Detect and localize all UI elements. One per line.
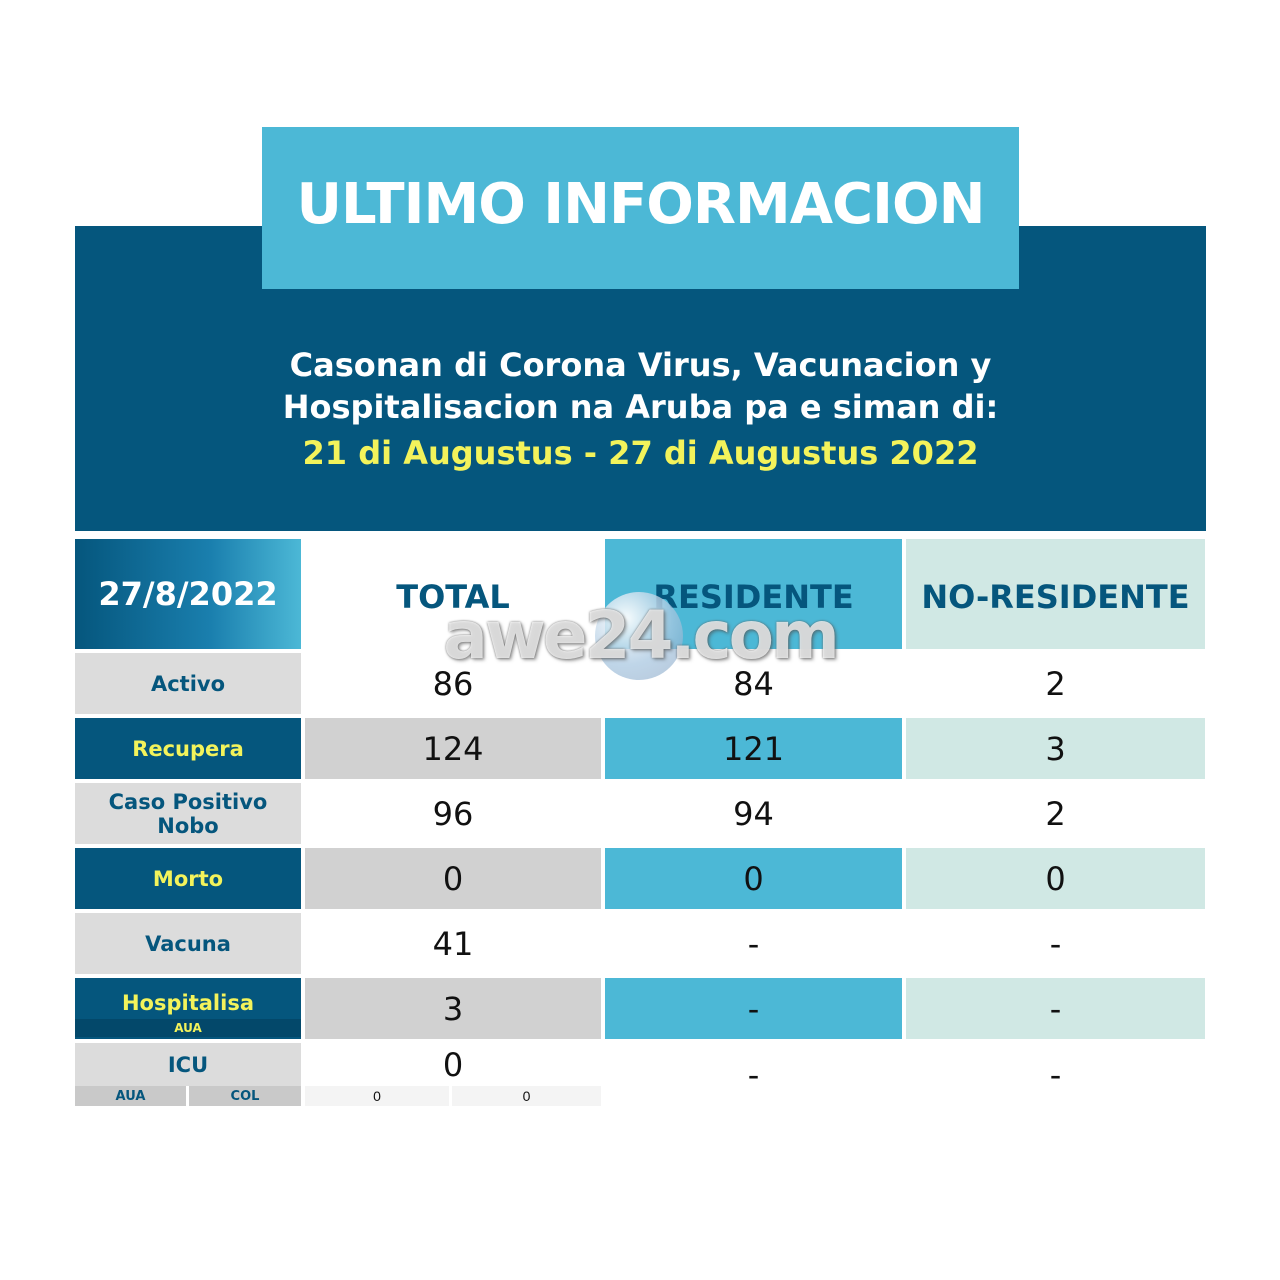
- icu-sub-col-value: 0: [452, 1086, 601, 1106]
- hospitalisa-sublabel-aua: AUA: [75, 1018, 301, 1037]
- recupera-no-residente: 3: [906, 718, 1205, 779]
- row-label-recupera: Recupera: [75, 718, 301, 779]
- row-label-vacuna: Vacuna: [75, 913, 301, 974]
- icu-total: 0: [305, 1043, 601, 1086]
- row-label-hospitalisa: Hospitalisa: [121, 990, 254, 1015]
- icu-sub-aua-value: 0: [305, 1086, 449, 1106]
- column-header-residente: RESIDENTE: [605, 539, 902, 649]
- date-range: 21 di Augustus - 27 di Augustus 2022: [302, 434, 979, 472]
- hospitalisa-total: 3: [305, 978, 601, 1039]
- column-header-total: TOTAL: [305, 539, 601, 649]
- caso-positivo-total: 96: [305, 783, 601, 844]
- morto-no-residente: 0: [906, 848, 1205, 909]
- subtitle-line-1: Casonan di Corona Virus, Vacunacion y: [289, 346, 992, 384]
- caso-positivo-no-residente: 2: [906, 783, 1205, 844]
- activo-residente: 84: [605, 653, 902, 714]
- vacuna-residente: -: [605, 913, 902, 974]
- vacuna-total: 41: [305, 913, 601, 974]
- activo-total: 86: [305, 653, 601, 714]
- recupera-residente: 121: [605, 718, 902, 779]
- icu-sub-aua-label: AUA: [75, 1086, 186, 1106]
- row-label-icu: ICU: [75, 1043, 301, 1086]
- caso-positivo-residente: 94: [605, 783, 902, 844]
- icu-residente: -: [605, 1043, 902, 1106]
- row-label-caso-positivo-nobo: Caso Positivo Nobo: [75, 783, 301, 844]
- vacuna-no-residente: -: [906, 913, 1205, 974]
- activo-no-residente: 2: [906, 653, 1205, 714]
- subtitle-line-2: Hospitalisacion na Aruba pa e siman di:: [282, 388, 999, 426]
- subtitle: Casonan di Corona Virus, Vacunacion y Ho…: [75, 344, 1206, 474]
- row-label-hospitalisa-cell: Hospitalisa AUA: [75, 978, 301, 1039]
- icu-no-residente: -: [906, 1043, 1205, 1106]
- morto-residente: 0: [605, 848, 902, 909]
- morto-total: 0: [305, 848, 601, 909]
- title-banner: ULTIMO INFORMACION: [262, 127, 1019, 289]
- row-label-activo: Activo: [75, 653, 301, 714]
- recupera-total: 124: [305, 718, 601, 779]
- table-date: 27/8/2022: [75, 539, 301, 649]
- hospitalisa-residente: -: [605, 978, 902, 1039]
- column-header-no-residente: NO-RESIDENTE: [906, 539, 1205, 649]
- page-title: ULTIMO INFORMACION: [296, 171, 986, 237]
- icu-sub-col-label: COL: [189, 1086, 301, 1106]
- hospitalisa-no-residente: -: [906, 978, 1205, 1039]
- row-label-morto: Morto: [75, 848, 301, 909]
